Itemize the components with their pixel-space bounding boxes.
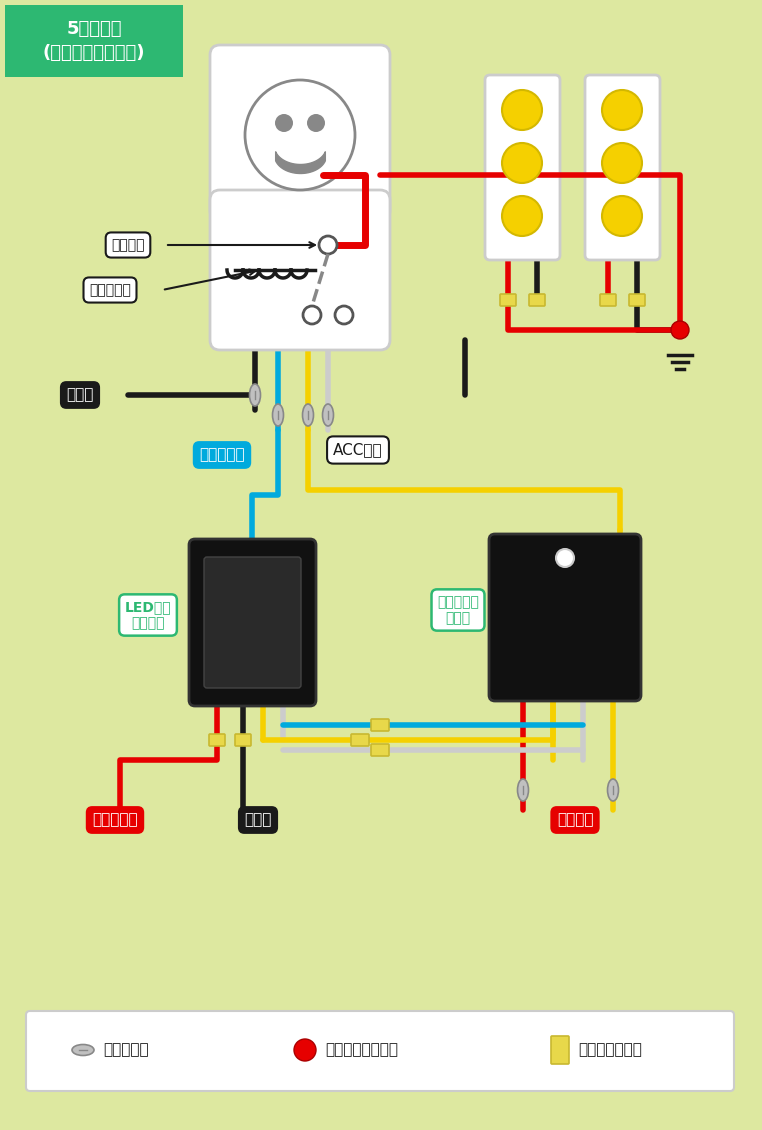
FancyBboxPatch shape — [529, 294, 545, 306]
Text: ACC電源: ACC電源 — [333, 443, 383, 458]
FancyBboxPatch shape — [551, 1036, 569, 1064]
FancyBboxPatch shape — [209, 734, 225, 746]
Ellipse shape — [303, 405, 313, 426]
Text: 接続コネクター: 接続コネクター — [578, 1043, 642, 1058]
Ellipse shape — [517, 779, 529, 801]
Circle shape — [245, 80, 355, 190]
FancyBboxPatch shape — [5, 5, 183, 77]
Text: ユニット用
リレー: ユニット用 リレー — [437, 594, 479, 625]
Text: 5極リレー
(コンパクトリレー): 5極リレー (コンパクトリレー) — [43, 20, 146, 62]
FancyBboxPatch shape — [210, 190, 390, 350]
Circle shape — [502, 195, 542, 236]
Circle shape — [335, 306, 353, 324]
Circle shape — [556, 549, 574, 567]
Ellipse shape — [249, 384, 261, 406]
FancyBboxPatch shape — [235, 734, 251, 746]
FancyBboxPatch shape — [371, 719, 389, 731]
Text: アース: アース — [66, 388, 94, 402]
FancyBboxPatch shape — [600, 294, 616, 306]
Ellipse shape — [72, 1044, 94, 1055]
Text: LED調光
ユニット: LED調光 ユニット — [125, 600, 171, 631]
FancyBboxPatch shape — [489, 534, 641, 701]
Circle shape — [319, 236, 337, 254]
Circle shape — [602, 90, 642, 130]
Circle shape — [602, 195, 642, 236]
Circle shape — [294, 1038, 316, 1061]
Text: 常時電源: 常時電源 — [557, 812, 594, 827]
FancyBboxPatch shape — [351, 734, 369, 746]
FancyBboxPatch shape — [189, 539, 316, 706]
Circle shape — [303, 306, 321, 324]
Text: アース: アース — [245, 812, 272, 827]
Circle shape — [307, 114, 325, 132]
Text: エレクトロタップ: エレクトロタップ — [325, 1043, 398, 1058]
FancyBboxPatch shape — [26, 1011, 734, 1090]
Text: イルミ電源: イルミ電源 — [199, 447, 245, 462]
FancyBboxPatch shape — [485, 75, 560, 260]
Text: 電磁コイル: 電磁コイル — [89, 282, 131, 297]
Text: スイッチ: スイッチ — [111, 238, 145, 252]
FancyBboxPatch shape — [204, 557, 301, 688]
Ellipse shape — [273, 405, 283, 426]
FancyBboxPatch shape — [210, 45, 390, 220]
Circle shape — [502, 90, 542, 130]
Circle shape — [502, 144, 542, 183]
Ellipse shape — [607, 779, 619, 801]
Text: ギボシ端子: ギボシ端子 — [103, 1043, 149, 1058]
Circle shape — [275, 114, 293, 132]
Text: イルミ電源: イルミ電源 — [92, 812, 138, 827]
FancyBboxPatch shape — [585, 75, 660, 260]
Circle shape — [671, 321, 689, 339]
FancyBboxPatch shape — [629, 294, 645, 306]
FancyBboxPatch shape — [371, 744, 389, 756]
Ellipse shape — [322, 405, 334, 426]
Circle shape — [602, 144, 642, 183]
FancyBboxPatch shape — [500, 294, 516, 306]
